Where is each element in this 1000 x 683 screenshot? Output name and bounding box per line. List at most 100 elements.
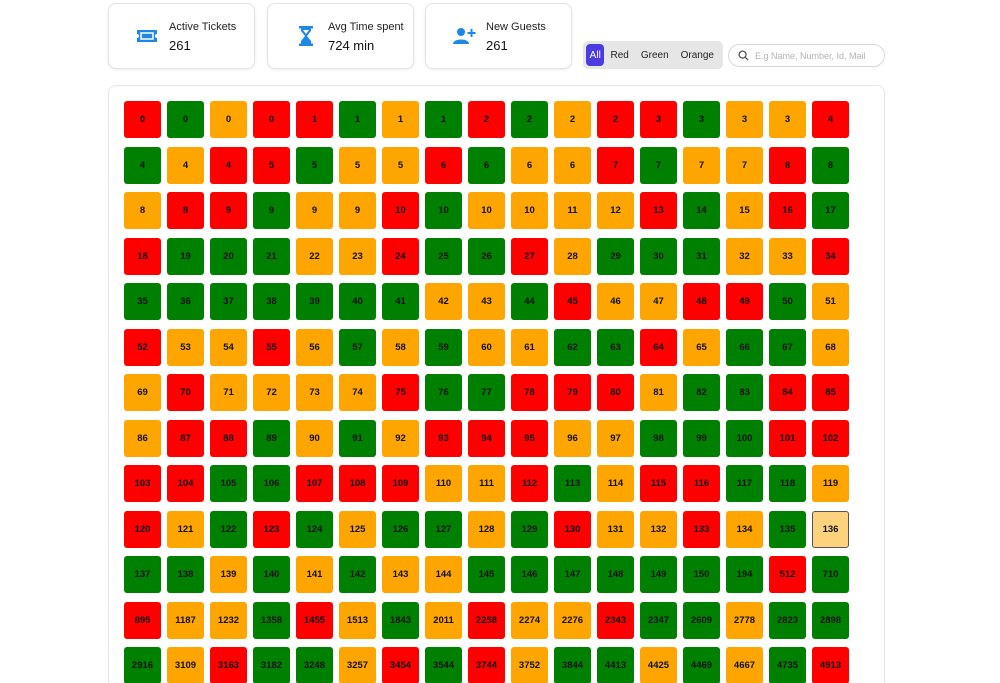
ticket-tile[interactable]: 86: [124, 419, 161, 457]
ticket-tile[interactable]: 79: [554, 374, 591, 411]
ticket-tile[interactable]: 126: [382, 510, 419, 548]
ticket-tile[interactable]: 194: [726, 556, 763, 593]
ticket-tile[interactable]: 149: [640, 556, 677, 593]
ticket-tile[interactable]: 4735: [769, 647, 806, 683]
ticket-tile[interactable]: 114: [597, 465, 634, 502]
ticket-tile[interactable]: 142: [339, 556, 376, 593]
ticket-tile[interactable]: 76: [425, 374, 462, 411]
ticket-tile[interactable]: 74: [339, 374, 376, 411]
ticket-tile[interactable]: 1232: [210, 601, 247, 639]
ticket-tile[interactable]: 18: [124, 237, 161, 275]
ticket-tile[interactable]: 2011: [425, 601, 462, 639]
ticket-tile[interactable]: 70: [167, 374, 204, 411]
ticket-tile[interactable]: 8: [124, 192, 161, 229]
ticket-tile[interactable]: 150: [683, 556, 720, 593]
ticket-tile[interactable]: 148: [597, 556, 634, 593]
ticket-tile[interactable]: 22: [296, 237, 333, 275]
ticket-tile[interactable]: 2258: [468, 601, 505, 639]
ticket-tile[interactable]: 43: [468, 283, 505, 320]
ticket-tile[interactable]: 710: [812, 556, 849, 593]
ticket-tile[interactable]: 92: [382, 419, 419, 457]
ticket-tile[interactable]: 2823: [769, 601, 806, 639]
ticket-tile[interactable]: 58: [382, 328, 419, 366]
ticket-tile[interactable]: 6: [511, 146, 548, 184]
ticket-tile[interactable]: 122: [210, 510, 247, 548]
ticket-tile[interactable]: 88: [210, 419, 247, 457]
ticket-tile[interactable]: 102: [812, 419, 849, 457]
ticket-tile[interactable]: 140: [253, 556, 290, 593]
ticket-tile[interactable]: 129: [511, 510, 548, 548]
ticket-tile[interactable]: 119: [812, 465, 849, 502]
ticket-tile[interactable]: 2: [468, 101, 505, 138]
ticket-tile[interactable]: 4: [210, 146, 247, 184]
ticket-tile[interactable]: 89: [253, 419, 290, 457]
ticket-tile[interactable]: 2898: [812, 601, 849, 639]
ticket-tile[interactable]: 3: [683, 101, 720, 138]
ticket-tile[interactable]: 81: [640, 374, 677, 411]
ticket-tile[interactable]: 134: [726, 510, 763, 548]
ticket-tile[interactable]: 80: [597, 374, 634, 411]
ticket-tile[interactable]: 3454: [382, 647, 419, 683]
ticket-tile[interactable]: 56: [296, 328, 333, 366]
ticket-tile[interactable]: 127: [425, 510, 462, 548]
ticket-tile[interactable]: 27: [511, 237, 548, 275]
ticket-tile[interactable]: 8: [167, 192, 204, 229]
ticket-tile[interactable]: 98: [640, 419, 677, 457]
ticket-tile[interactable]: 36: [167, 283, 204, 320]
ticket-tile[interactable]: 4: [167, 146, 204, 184]
ticket-tile[interactable]: 47: [640, 283, 677, 320]
ticket-tile[interactable]: 39: [296, 283, 333, 320]
ticket-tile[interactable]: 4413: [597, 647, 634, 683]
ticket-tile[interactable]: 55: [253, 328, 290, 366]
ticket-tile[interactable]: 4425: [640, 647, 677, 683]
ticket-tile[interactable]: 5: [253, 146, 290, 184]
ticket-tile[interactable]: 17: [812, 192, 849, 229]
ticket-tile[interactable]: 147: [554, 556, 591, 593]
ticket-tile[interactable]: 113: [554, 465, 591, 502]
ticket-tile[interactable]: 136: [812, 510, 849, 548]
ticket-tile[interactable]: 0: [167, 101, 204, 138]
ticket-tile[interactable]: 144: [425, 556, 462, 593]
ticket-tile[interactable]: 4: [124, 146, 161, 184]
ticket-tile[interactable]: 143: [382, 556, 419, 593]
ticket-tile[interactable]: 133: [683, 510, 720, 548]
ticket-tile[interactable]: 57: [339, 328, 376, 366]
ticket-tile[interactable]: 48: [683, 283, 720, 320]
ticket-tile[interactable]: 32: [726, 237, 763, 275]
ticket-tile[interactable]: 6: [425, 146, 462, 184]
ticket-tile[interactable]: 0: [124, 101, 161, 138]
ticket-tile[interactable]: 512: [769, 556, 806, 593]
ticket-tile[interactable]: 130: [554, 510, 591, 548]
filter-orange-button[interactable]: Orange: [675, 44, 720, 66]
ticket-tile[interactable]: 138: [167, 556, 204, 593]
ticket-tile[interactable]: 52: [124, 328, 161, 366]
ticket-tile[interactable]: 3109: [167, 647, 204, 683]
ticket-tile[interactable]: 139: [210, 556, 247, 593]
ticket-tile[interactable]: 96: [554, 419, 591, 457]
ticket-tile[interactable]: 103: [124, 465, 161, 502]
ticket-tile[interactable]: 60: [468, 328, 505, 366]
ticket-tile[interactable]: 1: [339, 101, 376, 138]
ticket-tile[interactable]: 6: [468, 146, 505, 184]
ticket-tile[interactable]: 146: [511, 556, 548, 593]
ticket-tile[interactable]: 42: [425, 283, 462, 320]
ticket-tile[interactable]: 3544: [425, 647, 462, 683]
ticket-tile[interactable]: 100: [726, 419, 763, 457]
ticket-tile[interactable]: 3844: [554, 647, 591, 683]
ticket-tile[interactable]: 7: [597, 146, 634, 184]
ticket-tile[interactable]: 2609: [683, 601, 720, 639]
ticket-tile[interactable]: 2347: [640, 601, 677, 639]
ticket-tile[interactable]: 51: [812, 283, 849, 320]
ticket-tile[interactable]: 145: [468, 556, 505, 593]
ticket-tile[interactable]: 97: [597, 419, 634, 457]
ticket-tile[interactable]: 37: [210, 283, 247, 320]
ticket-tile[interactable]: 132: [640, 510, 677, 548]
search-input[interactable]: [755, 50, 875, 61]
ticket-tile[interactable]: 71: [210, 374, 247, 411]
ticket-tile[interactable]: 62: [554, 328, 591, 366]
ticket-tile[interactable]: 94: [468, 419, 505, 457]
ticket-tile[interactable]: 118: [769, 465, 806, 502]
ticket-tile[interactable]: 24: [382, 237, 419, 275]
ticket-tile[interactable]: 67: [769, 328, 806, 366]
ticket-tile[interactable]: 12: [597, 192, 634, 229]
